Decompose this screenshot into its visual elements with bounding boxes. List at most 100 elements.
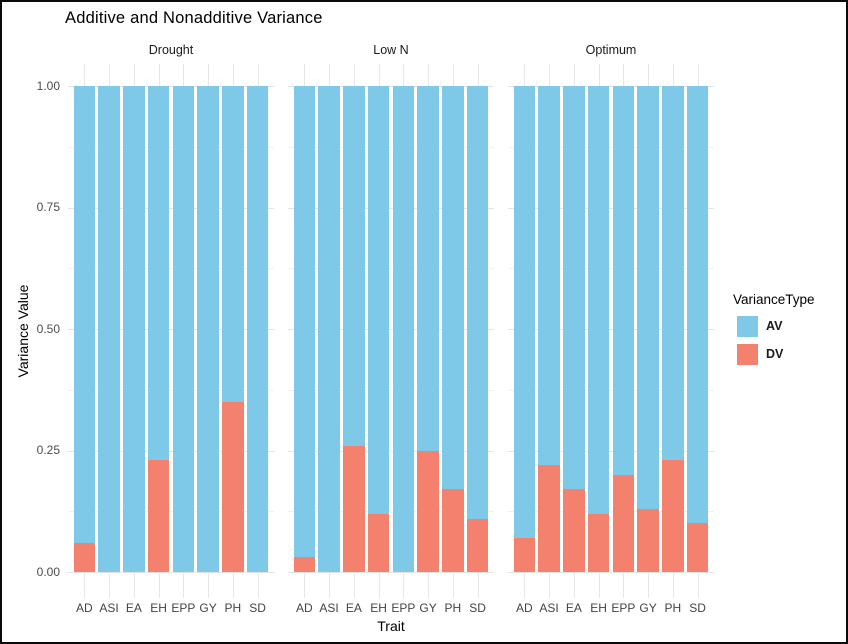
bar-segment-av	[392, 86, 415, 572]
y-tick-label: 0.25	[36, 443, 60, 457]
horizontal-gridline	[288, 86, 494, 87]
stacked-bar-lown-ph	[442, 86, 464, 572]
bar-segment-av	[587, 86, 610, 514]
bar-segment-dv	[222, 401, 244, 572]
facet-strip-label: Drought	[148, 43, 194, 57]
stacked-bar-lown-sd	[466, 86, 489, 572]
bar-segment-dv	[147, 460, 170, 572]
stacked-bar-optimum-eh	[587, 86, 610, 572]
x-axis-title: Trait	[377, 618, 405, 634]
x-tick-label: EA	[345, 601, 362, 615]
x-tick-label: AD	[516, 601, 533, 615]
bar-segment-av	[343, 86, 365, 446]
horizontal-gridline	[68, 450, 274, 452]
x-tick-label: EA	[565, 601, 582, 615]
bar-segment-dv	[293, 557, 316, 572]
horizontal-gridline	[288, 572, 494, 573]
stacked-bar-drought-ad	[73, 86, 96, 572]
x-tick-label: PH	[664, 601, 682, 615]
x-tick-label: EPP	[611, 601, 636, 615]
horizontal-gridline	[288, 329, 494, 330]
bar-segment-av	[222, 86, 244, 402]
bar-segment-av	[147, 86, 170, 461]
x-tick-label: EPP	[171, 601, 196, 615]
bar-segment-av	[686, 86, 709, 524]
stacked-bar-lown-gy	[417, 86, 439, 572]
bar-segment-dv	[343, 445, 365, 572]
legend-title: VarianceType	[733, 292, 815, 307]
stacked-bar-drought-asi	[98, 86, 120, 572]
x-tick-label: SD	[249, 601, 266, 615]
bar-segment-dv	[442, 489, 464, 572]
bar-segment-dv	[587, 513, 610, 572]
horizontal-gridline	[68, 329, 274, 330]
stacked-bar-optimum-ad	[513, 86, 536, 572]
bar-segment-av	[246, 86, 269, 572]
bar-segment-dv	[513, 538, 536, 572]
stacked-bar-lown-epp	[392, 86, 415, 572]
facet-strip-label: Optimum	[585, 43, 637, 57]
bar-segment-av	[367, 86, 390, 514]
bar-segment-av	[98, 86, 120, 572]
legend-label-dv: DV	[766, 347, 784, 361]
chart-title: Additive and Nonadditive Variance	[65, 9, 323, 27]
x-tick-label: SD	[469, 601, 486, 615]
bar-segment-dv	[367, 513, 390, 572]
horizontal-gridline	[68, 268, 274, 270]
bar-segment-dv	[466, 518, 489, 572]
bar-segment-av	[662, 86, 684, 461]
x-tick-label: EA	[125, 601, 142, 615]
legend-swatch-av	[737, 316, 758, 337]
x-tick-label: PH	[224, 601, 242, 615]
x-tick-label: ASI	[99, 601, 119, 615]
y-tick-label: 1.00	[36, 78, 60, 93]
bar-segment-dv	[417, 450, 439, 572]
stacked-bar-lown-eh	[367, 86, 390, 572]
bar-segment-av	[123, 86, 145, 572]
bar-segment-dv	[73, 542, 96, 572]
stacked-bar-drought-eh	[147, 86, 170, 572]
legend-label-av: AV	[766, 319, 783, 333]
bar-segment-dv	[538, 465, 560, 572]
bar-segment-av	[637, 86, 659, 509]
bar-segment-av	[538, 86, 560, 466]
horizontal-gridline	[68, 572, 274, 573]
bar-segment-av	[466, 86, 489, 519]
x-tick-label: GY	[199, 601, 217, 615]
bar-segment-av	[197, 86, 219, 572]
horizontal-gridline	[508, 511, 714, 513]
legend-swatch-dv	[737, 344, 758, 365]
stacked-bar-optimum-sd	[686, 86, 709, 572]
stacked-bar-drought-epp	[172, 86, 195, 572]
horizontal-gridline	[68, 146, 274, 148]
bar-segment-av	[293, 86, 316, 558]
facet-panel	[288, 64, 494, 598]
bar-segment-av	[73, 86, 96, 543]
horizontal-gridline	[288, 511, 494, 513]
horizontal-gridline	[508, 389, 714, 391]
stacked-bar-optimum-ph	[662, 86, 684, 572]
stacked-bar-drought-gy	[197, 86, 219, 572]
horizontal-gridline	[508, 572, 714, 573]
x-tick-label: ASI	[319, 601, 339, 615]
stacked-bar-lown-asi	[318, 86, 340, 572]
bar-segment-av	[563, 86, 585, 490]
horizontal-gridline	[288, 146, 494, 148]
horizontal-gridline	[288, 389, 494, 391]
bar-segment-av	[612, 86, 635, 475]
horizontal-gridline	[68, 389, 274, 391]
bar-segment-dv	[662, 460, 684, 572]
horizontal-gridline	[68, 207, 274, 209]
x-tick-label: EPP	[391, 601, 416, 615]
bar-segment-dv	[637, 508, 659, 572]
stacked-bar-lown-ea	[343, 86, 365, 572]
stacked-bar-drought-ph	[222, 86, 244, 572]
x-tick-label: GY	[639, 601, 657, 615]
horizontal-gridline	[68, 86, 274, 87]
bar-segment-av	[172, 86, 195, 572]
stacked-bar-optimum-ea	[563, 86, 585, 572]
horizontal-gridline	[68, 511, 274, 513]
x-tick-label: SD	[689, 601, 706, 615]
bar-segment-av	[513, 86, 536, 538]
